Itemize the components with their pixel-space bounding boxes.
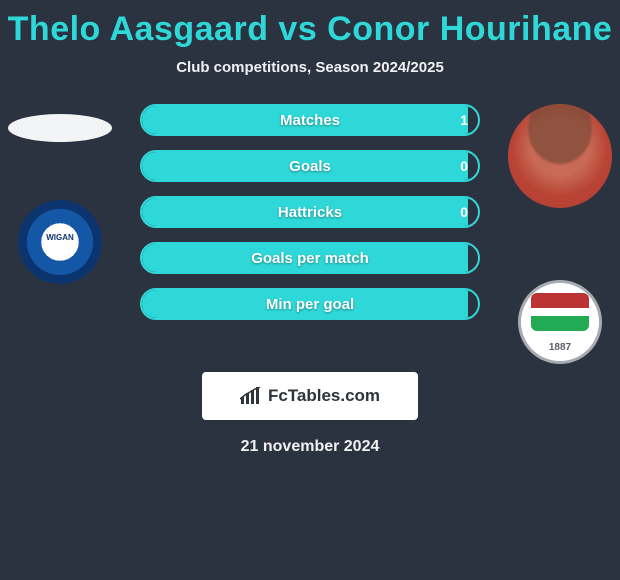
stat-label: Hattricks [142, 198, 478, 226]
player-right-club-year: 1887 [521, 342, 599, 353]
stat-right-value: 1 [460, 106, 468, 134]
player-right-club-badge: 1887 [518, 280, 602, 364]
comparison-subtitle: Club competitions, Season 2024/2025 [0, 59, 620, 76]
player-left-avatar [8, 114, 112, 142]
player-left-club-badge: WIGAN [18, 200, 102, 284]
comparison-title: Thelo Aasgaard vs Conor Hourihane [0, 0, 620, 49]
stat-label: Matches [142, 106, 478, 134]
brand-box: FcTables.com [202, 372, 418, 420]
comparison-bars: Matches1Goals0Hattricks0Goals per matchM… [140, 104, 480, 334]
player-right-avatar [508, 104, 612, 208]
stat-label: Goals per match [142, 244, 478, 272]
stat-right-value: 0 [460, 198, 468, 226]
brand-text: FcTables.com [268, 386, 380, 406]
stat-right-value: 0 [460, 152, 468, 180]
stat-row: Min per goal [140, 288, 480, 320]
stat-row: Goals0 [140, 150, 480, 182]
stat-label: Goals [142, 152, 478, 180]
player-left-club-abbrev: WIGAN [21, 233, 99, 242]
bar-chart-icon [240, 387, 262, 405]
stat-label: Min per goal [142, 290, 478, 318]
snapshot-date: 21 november 2024 [0, 438, 620, 456]
comparison-area: WIGAN 1887 Matches1Goals0Hattricks0Goals… [0, 104, 620, 364]
stat-row: Hattricks0 [140, 196, 480, 228]
stat-row: Goals per match [140, 242, 480, 274]
stat-row: Matches1 [140, 104, 480, 136]
